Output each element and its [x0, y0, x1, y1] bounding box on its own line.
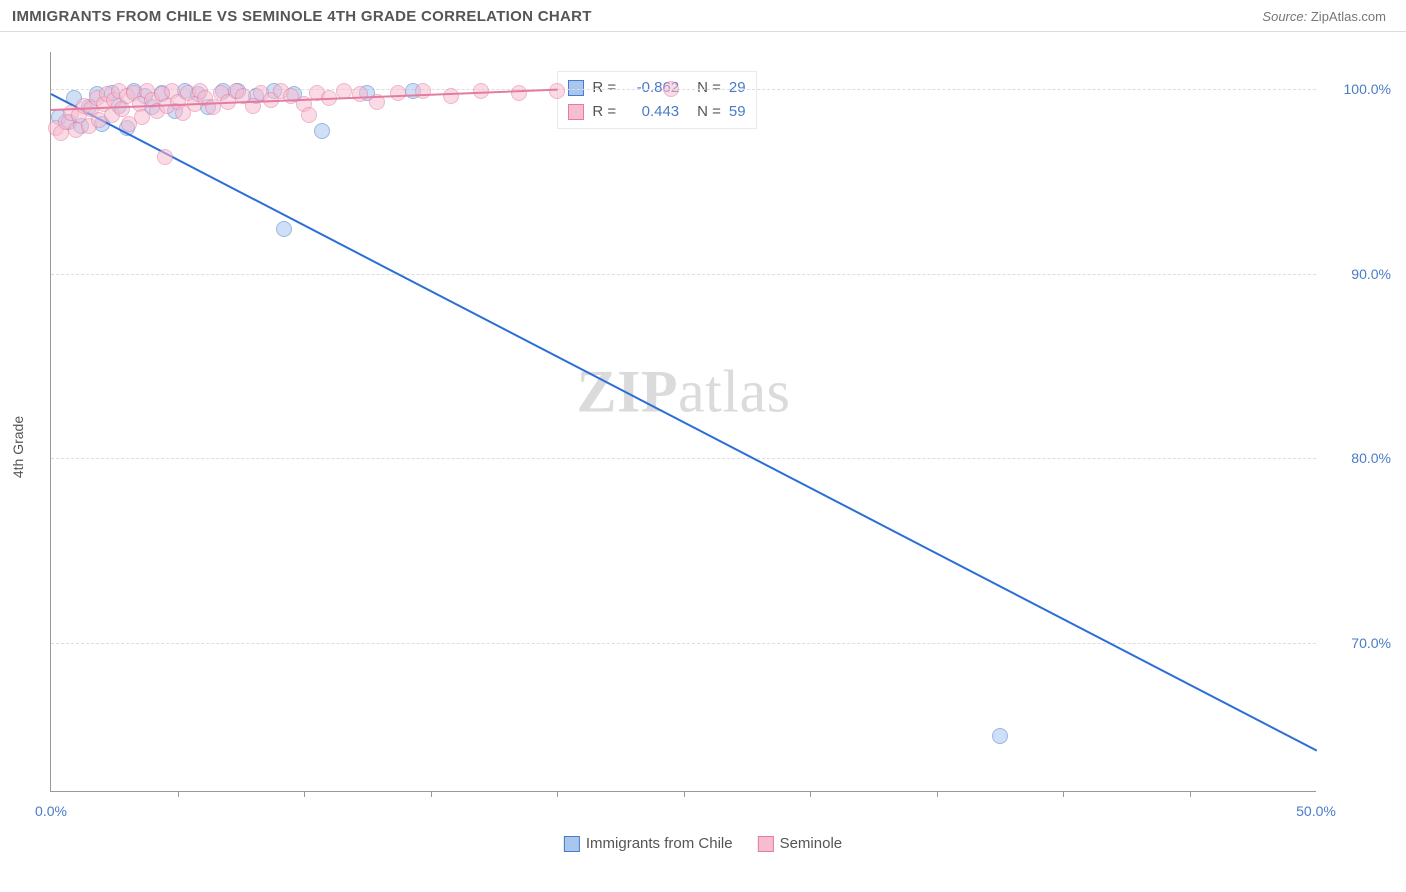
- r-label: R =: [592, 100, 616, 124]
- series-legend: Immigrants from Chile Seminole: [564, 835, 842, 852]
- legend-swatch: [568, 80, 584, 96]
- x-tick: [810, 791, 811, 797]
- legend-swatch: [758, 836, 774, 852]
- x-tick: [937, 791, 938, 797]
- correlation-legend: R =-0.862N =29R =0.443N =59: [557, 71, 756, 129]
- legend-label: Seminole: [780, 835, 843, 852]
- chart-container: 4th Grade ZIPatlas R =-0.862N =29R =0.44…: [0, 32, 1406, 862]
- r-label: R =: [592, 76, 616, 100]
- data-point: [415, 83, 431, 99]
- y-tick-label: 100.0%: [1326, 81, 1391, 97]
- chart-title: IMMIGRANTS FROM CHILE VS SEMINOLE 4TH GR…: [12, 8, 592, 25]
- data-point: [443, 88, 459, 104]
- data-point: [511, 85, 527, 101]
- plot-area: ZIPatlas R =-0.862N =29R =0.443N =59 100…: [50, 52, 1316, 792]
- watermark-atlas: atlas: [678, 358, 790, 424]
- grid-line: [51, 643, 1316, 644]
- r-value: 0.443: [624, 100, 679, 124]
- legend-label: Immigrants from Chile: [586, 835, 733, 852]
- y-tick-label: 90.0%: [1326, 266, 1391, 282]
- data-point: [276, 221, 292, 237]
- data-point: [663, 81, 679, 97]
- legend-swatch: [564, 836, 580, 852]
- x-tick: [304, 791, 305, 797]
- legend-item: Immigrants from Chile: [564, 835, 733, 852]
- legend-row: R =-0.862N =29: [568, 76, 745, 100]
- watermark: ZIPatlas: [577, 357, 791, 426]
- source-label: Source:: [1262, 9, 1307, 24]
- data-point: [390, 85, 406, 101]
- n-value: 29: [729, 76, 746, 100]
- x-tick: [1063, 791, 1064, 797]
- legend-row: R = 0.443 N = 59: [568, 100, 745, 124]
- chart-header: IMMIGRANTS FROM CHILE VS SEMINOLE 4TH GR…: [0, 0, 1406, 32]
- grid-line: [51, 458, 1316, 459]
- legend-swatch: [568, 104, 584, 120]
- data-point: [157, 149, 173, 165]
- n-label: N =: [697, 76, 721, 100]
- n-label: N =: [697, 100, 721, 124]
- x-tick-label: 50.0%: [1296, 803, 1336, 819]
- x-tick: [684, 791, 685, 797]
- source-value: ZipAtlas.com: [1311, 9, 1386, 24]
- data-point: [301, 107, 317, 123]
- source-attribution: Source: ZipAtlas.com: [1262, 9, 1386, 24]
- y-axis-label: 4th Grade: [10, 416, 26, 478]
- data-point: [134, 109, 150, 125]
- y-tick-label: 80.0%: [1326, 450, 1391, 466]
- trend-line: [51, 93, 1318, 752]
- x-tick-label: 0.0%: [35, 803, 67, 819]
- data-point: [314, 123, 330, 139]
- x-tick: [557, 791, 558, 797]
- data-point: [992, 728, 1008, 744]
- x-tick: [178, 791, 179, 797]
- y-tick-label: 70.0%: [1326, 635, 1391, 651]
- n-value: 59: [729, 100, 746, 124]
- data-point: [352, 86, 368, 102]
- grid-line: [51, 274, 1316, 275]
- legend-item: Seminole: [758, 835, 843, 852]
- x-tick: [1190, 791, 1191, 797]
- x-tick: [431, 791, 432, 797]
